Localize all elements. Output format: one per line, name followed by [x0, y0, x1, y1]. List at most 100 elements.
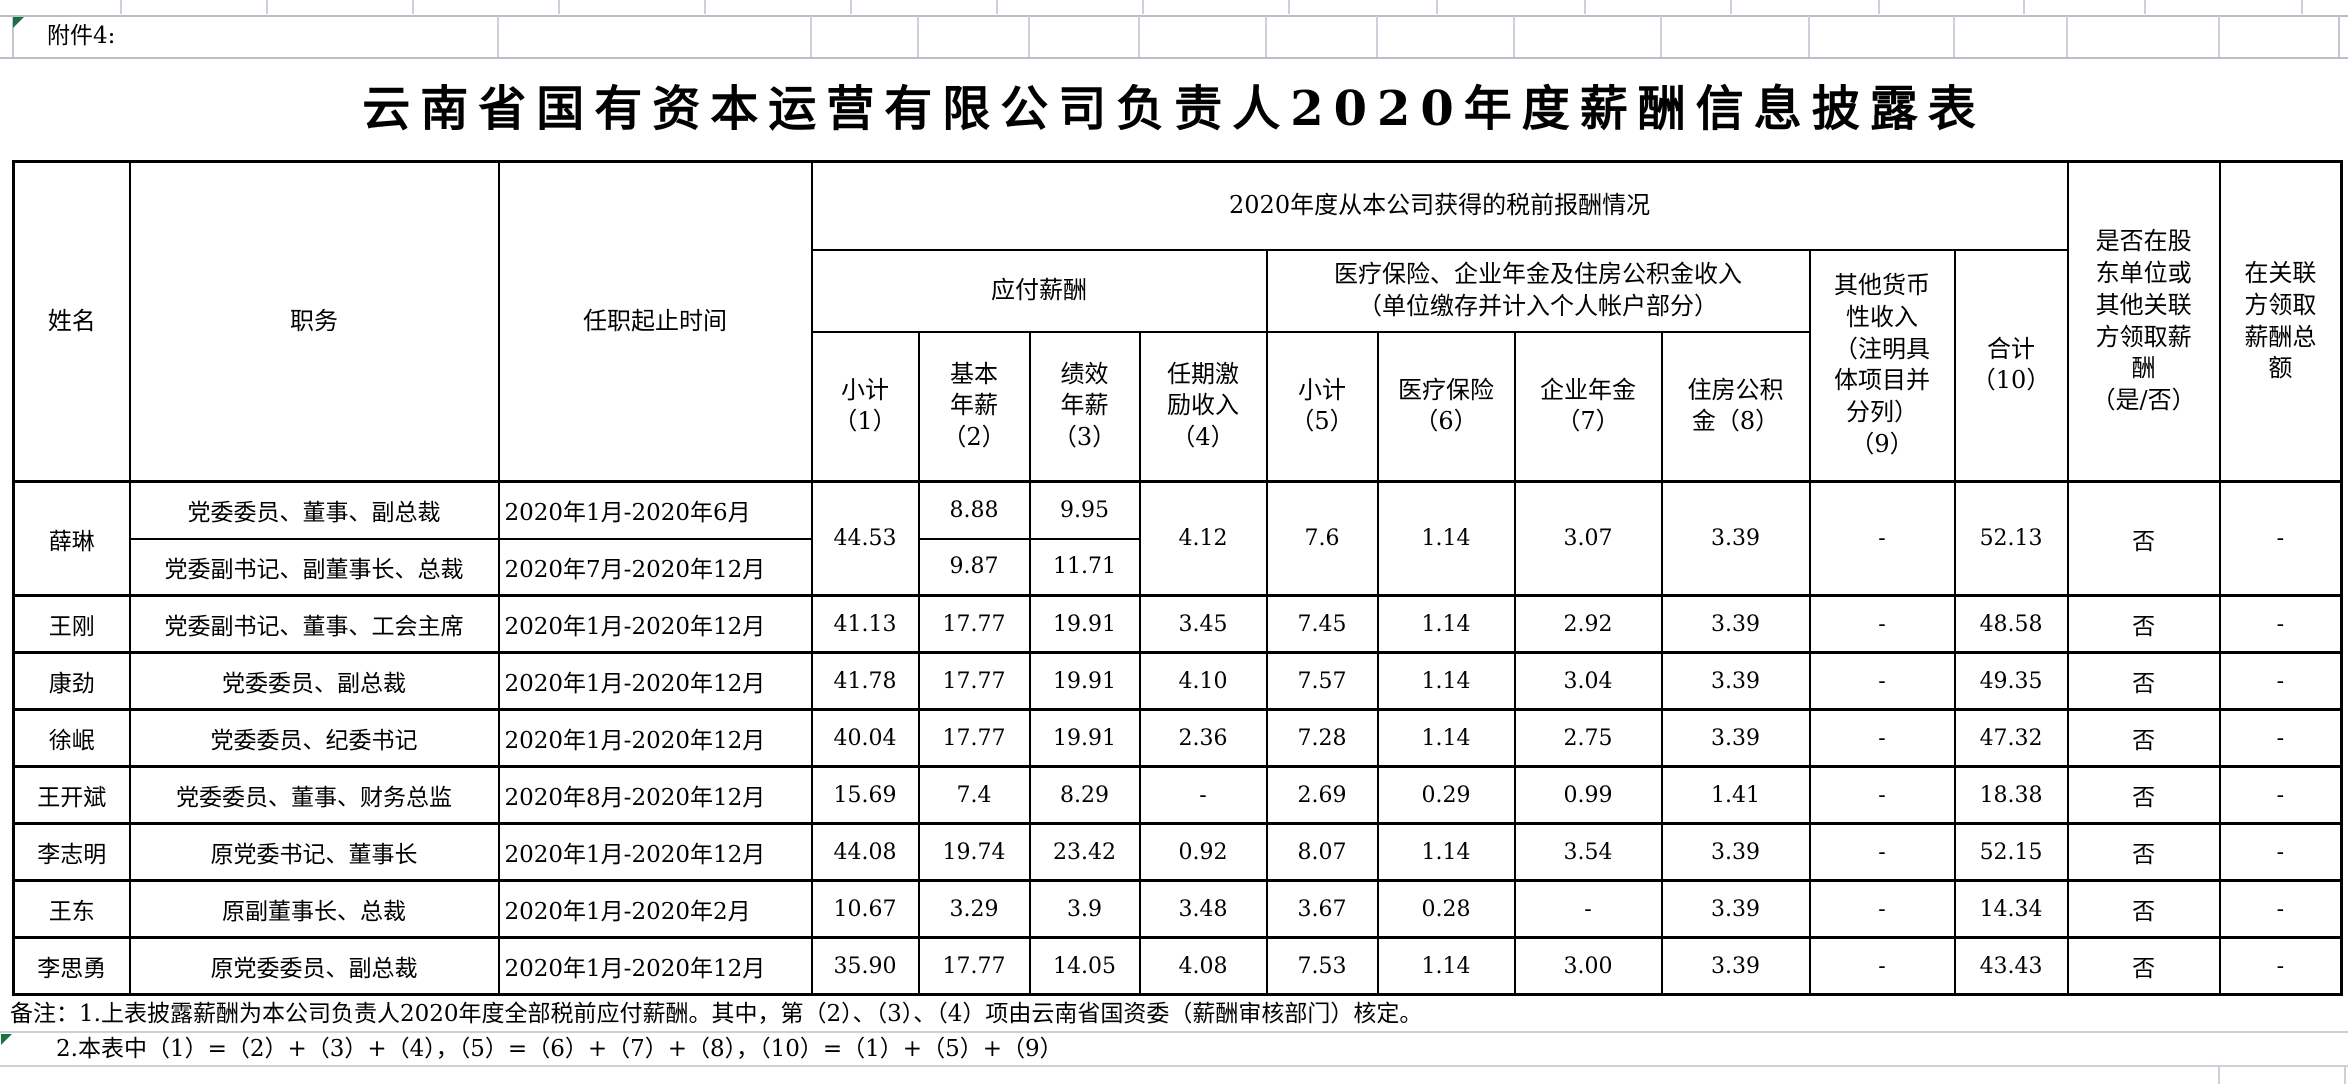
row-0-housing-cell: 3.39	[1660, 480, 1811, 597]
row-3-medical-cell: 1.14	[1376, 708, 1516, 768]
row-1-term-cell: 2020年1月-2020年12月	[497, 594, 813, 654]
note-line-1: 备注：1.上表披露薪酬为本公司负责人2020年度全部税前应付薪酬。其中，第（2）…	[0, 998, 2348, 1033]
row-7-term-cell: 2020年1月-2020年12月	[497, 936, 813, 996]
row-7-base-cell: 17.77	[917, 936, 1031, 996]
header-position: 职务	[128, 160, 500, 483]
row-6-perf-cell: 3.9	[1028, 879, 1141, 939]
footer-notes: 备注：1.上表披露薪酬为本公司负责人2020年度全部税前应付薪酬。其中，第（2）…	[0, 998, 2348, 1067]
row-0b-term-cell: 2020年7月-2020年12月	[497, 537, 813, 597]
header-subtotal1: 小计 （1）	[810, 330, 920, 483]
row-3-position-cell: 党委委员、纪委书记	[128, 708, 500, 768]
row-1-tenure-cell: 3.45	[1138, 594, 1268, 654]
note-line-2: 2.本表中（1）=（2）+（3）+（4），（5）=（6）+（7）+（8），（10…	[0, 1033, 2348, 1067]
row-2-position-cell: 党委委员、副总裁	[128, 651, 500, 711]
row-2-housing-cell: 3.39	[1660, 651, 1811, 711]
row-7-medical-cell: 1.14	[1376, 936, 1516, 996]
row-5-annuity-cell: 3.54	[1513, 822, 1663, 882]
header-subtotal5: 小计 （5）	[1265, 330, 1379, 483]
header-name: 姓名	[12, 160, 131, 483]
row-0-related-cell: -	[2218, 480, 2343, 597]
header-annuity: 企业年金 （7）	[1513, 330, 1663, 483]
attachment-label: 附件4:	[14, 16, 499, 57]
row-2-annuity-cell: 3.04	[1513, 651, 1663, 711]
row-2-term-cell: 2020年1月-2020年12月	[497, 651, 813, 711]
header-shareholder-pay: 是否在股 东单位或 其他关联 方领取薪 酬 （是/否）	[2066, 160, 2221, 483]
row-7-other-cell: -	[1808, 936, 1956, 996]
row-3-total-cell: 47.32	[1953, 708, 2069, 768]
row-1-annuity-cell: 2.92	[1513, 594, 1663, 654]
row-0-name-cell: 薛琳	[12, 480, 131, 597]
row-5-related-cell: -	[2218, 822, 2343, 882]
row-1-subtotal1-cell: 41.13	[810, 594, 920, 654]
row-0a-perf-cell: 9.95	[1028, 480, 1141, 540]
row-3-term-cell: 2020年1月-2020年12月	[497, 708, 813, 768]
row-7-name-cell: 李思勇	[12, 936, 131, 996]
row-4-base-cell: 7.4	[917, 765, 1031, 825]
row-1-shareholder-cell: 否	[2066, 594, 2221, 654]
salary-disclosure-table: 姓名 职务 任职起止时间 2020年度从本公司获得的税前报酬情况 是否在股 东单…	[12, 160, 2344, 996]
row-7-shareholder-cell: 否	[2066, 936, 2221, 996]
row-3-base-cell: 17.77	[917, 708, 1031, 768]
attachment-row: 附件4:	[12, 16, 2340, 57]
table-row: 王开斌 党委委员、董事、财务总监 2020年8月-2020年12月 15.69 …	[12, 765, 2343, 825]
row-6-position-cell: 原副董事长、总裁	[128, 879, 500, 939]
row-4-perf-cell: 8.29	[1028, 765, 1141, 825]
row-1-position-cell: 党委副书记、董事、工会主席	[128, 594, 500, 654]
row-3-other-cell: -	[1808, 708, 1956, 768]
row-3-shareholder-cell: 否	[2066, 708, 2221, 768]
row-6-medical-cell: 0.28	[1376, 879, 1516, 939]
row-2-related-cell: -	[2218, 651, 2343, 711]
row-5-tenure-cell: 0.92	[1138, 822, 1268, 882]
row-2-tenure-cell: 4.10	[1138, 651, 1268, 711]
row-0b-position-cell: 党委副书记、副董事长、总裁	[128, 537, 500, 597]
table-row: 李思勇 原党委委员、副总裁 2020年1月-2020年12月 35.90 17.…	[12, 936, 2343, 996]
row-4-housing-cell: 1.41	[1660, 765, 1811, 825]
row-0b-base-cell: 9.87	[917, 537, 1031, 597]
row-1-medical-cell: 1.14	[1376, 594, 1516, 654]
excel-flag-icon	[1, 1034, 12, 1045]
row-0a-base-cell: 8.88	[917, 480, 1031, 540]
row-4-total-cell: 18.38	[1953, 765, 2069, 825]
gridline	[2218, 1065, 2220, 1084]
row-2-medical-cell: 1.14	[1376, 651, 1516, 711]
row-7-subtotal1-cell: 35.90	[810, 936, 920, 996]
row-0-subtotal5-cell: 7.6	[1265, 480, 1379, 597]
row-6-other-cell: -	[1808, 879, 1956, 939]
row-5-term-cell: 2020年1月-2020年12月	[497, 822, 813, 882]
row-7-position-cell: 原党委委员、副总裁	[128, 936, 500, 996]
row-6-shareholder-cell: 否	[2066, 879, 2221, 939]
row-0-shareholder-cell: 否	[2066, 480, 2221, 597]
header-payable-group: 应付薪酬	[810, 248, 1268, 333]
row-6-tenure-cell: 3.48	[1138, 879, 1268, 939]
row-2-other-cell: -	[1808, 651, 1956, 711]
row-4-other-cell: -	[1808, 765, 1956, 825]
row-5-shareholder-cell: 否	[2066, 822, 2221, 882]
row-7-annuity-cell: 3.00	[1513, 936, 1663, 996]
row-6-name-cell: 王东	[12, 879, 131, 939]
header-housing: 住房公积 金（8）	[1660, 330, 1811, 483]
row-4-position-cell: 党委委员、董事、财务总监	[128, 765, 500, 825]
row-3-perf-cell: 19.91	[1028, 708, 1141, 768]
header-performance-salary: 绩效 年薪 （3）	[1028, 330, 1141, 483]
row-0-annuity-cell: 3.07	[1513, 480, 1663, 597]
table-row: 党委副书记、副董事长、总裁 2020年7月-2020年12月 9.87 11.7…	[14, 537, 2342, 597]
gridline	[0, 57, 2348, 59]
row-4-subtotal1-cell: 15.69	[810, 765, 920, 825]
row-4-tenure-cell: -	[1138, 765, 1268, 825]
row-5-subtotal5-cell: 8.07	[1265, 822, 1379, 882]
row-2-subtotal5-cell: 7.57	[1265, 651, 1379, 711]
header-other-monetary: 其他货币 性收入 （注明具 体项目并 分列） （9）	[1808, 248, 1956, 483]
row-1-other-cell: -	[1808, 594, 1956, 654]
header-insurance-group: 医疗保险、企业年金及住房公积金收入 （单位缴存并计入个人帐户部分）	[1265, 248, 1811, 333]
row-5-other-cell: -	[1808, 822, 1956, 882]
row-5-subtotal1-cell: 44.08	[810, 822, 920, 882]
row-0a-term-cell: 2020年1月-2020年6月	[497, 480, 813, 540]
header-medical: 医疗保险 （6）	[1376, 330, 1516, 483]
row-5-position-cell: 原党委书记、董事长	[128, 822, 500, 882]
table-row: 康劲 党委委员、副总裁 2020年1月-2020年12月 41.78 17.77…	[12, 651, 2343, 711]
gridline	[2344, 1065, 2346, 1084]
row-1-housing-cell: 3.39	[1660, 594, 1811, 654]
top-grid-row	[0, 0, 2348, 17]
row-0-subtotal1-cell: 44.53	[810, 480, 920, 597]
